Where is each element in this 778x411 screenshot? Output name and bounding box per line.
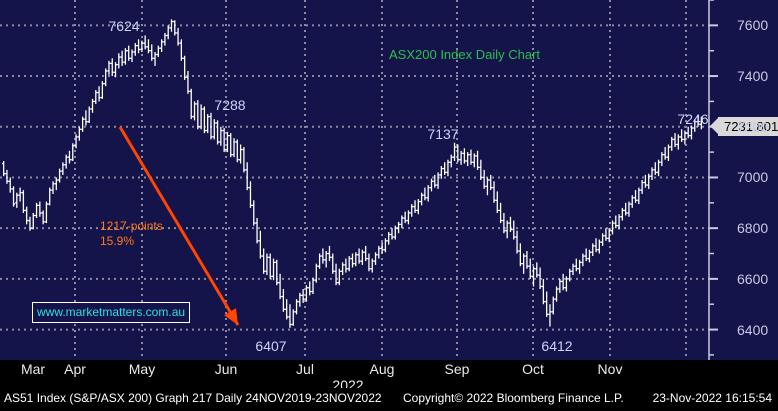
y-axis-tick-7000: 7000: [737, 169, 769, 186]
x-axis-tick-aug: Aug: [369, 361, 395, 377]
footer-copyright: Copyright© 2022 Bloomberg Finance L.P.: [403, 391, 624, 405]
x-axis-tick-sep: Sep: [444, 361, 470, 377]
chart-title: ASX200 Index Daily Chart: [389, 47, 541, 62]
data-point-label-7624: 7624: [108, 18, 140, 34]
y-axis-tick-7400: 7400: [737, 68, 769, 85]
annotation-drop-points: 1217-points: [100, 219, 163, 233]
data-point-label-7288: 7288: [214, 97, 246, 113]
x-axis-tick-apr: Apr: [64, 361, 86, 377]
footer-timestamp: 23-Nov-2022 16:15:54: [652, 391, 772, 405]
x-axis: Mar Apr May Jun Jul Aug Sep Oct Nov 2022: [0, 360, 778, 393]
x-axis-tick-jul: Jul: [296, 361, 314, 377]
y-axis-tick-6600: 6600: [737, 270, 769, 287]
ohlc-chart-svg: [0, 0, 718, 360]
x-axis-tick-jun: Jun: [214, 361, 238, 377]
footer-bar: AS51 Index (S&P/ASX 200) Graph 217 Daily…: [0, 388, 778, 411]
data-point-label-6407: 6407: [255, 338, 287, 354]
data-point-label-7246: 7246: [677, 111, 709, 127]
y-axis-tick-6800: 6800: [737, 220, 769, 237]
price-tag-notch-icon: [710, 117, 719, 135]
data-point-label-7137: 7137: [427, 126, 459, 142]
data-point-label-6412: 6412: [541, 338, 573, 354]
x-axis-tick-may: May: [128, 361, 156, 377]
chart-plot-area[interactable]: ASX200 Index Daily Chart 1217-points 15.…: [0, 0, 778, 360]
x-axis-tick-mar: Mar: [20, 361, 46, 377]
last-price-tag: 7231.801: [718, 117, 778, 136]
annotation-drop-percent: 15.9%: [100, 234, 135, 248]
footer-security-info: AS51 Index (S&P/ASX 200) Graph 217 Daily…: [4, 391, 382, 405]
x-axis-tick-nov: Nov: [597, 361, 623, 377]
website-url-box[interactable]: www.marketmatters.com.au: [32, 302, 191, 323]
y-axis-tick-7600: 7600: [737, 17, 769, 34]
y-axis-tick-6400: 6400: [737, 321, 769, 338]
x-axis-tick-oct: Oct: [522, 361, 544, 377]
y-axis-tick-7200: 7200: [737, 118, 769, 135]
